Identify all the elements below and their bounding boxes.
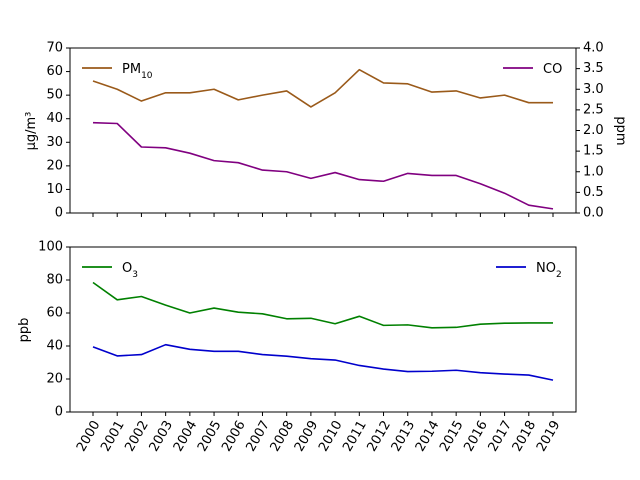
top-right-y-tick-label: 1.0 (583, 164, 604, 179)
top-right-y-ticks: 0.0 0.5 1.0 1.5 2.0 2.5 3.0 3.5 4.0 (576, 41, 604, 221)
bottom-no2-series-line (92, 343, 554, 381)
top-right-axis-label: ppm (614, 116, 629, 145)
top-left-y-tick-label: 70 (46, 41, 63, 56)
bottom-left-y-tick-label: 60 (46, 306, 63, 321)
bottom-series-lines (92, 281, 554, 381)
top-legend-left: PM10 (82, 62, 153, 81)
top-right-y-tick-label: 3.0 (583, 82, 604, 97)
bottom-legend-left-text: O3 (122, 261, 138, 280)
bottom-legend-right: NO2 (496, 261, 562, 280)
bottom-left-y-tick-label: 80 (46, 273, 63, 288)
top-chart: 0 10 20 30 40 50 60 70 0.0 0.5 1.0 1.5 2.0 2.5 3.0 3.5… (24, 41, 629, 221)
top-series-lines (92, 68, 554, 210)
top-x-ticks (92, 213, 554, 217)
top-legend-right: CO (503, 62, 562, 77)
top-pm10-series-line (92, 68, 553, 108)
bottom-plot-frame (69, 246, 577, 413)
top-left-y-tick-label: 10 (46, 182, 63, 197)
top-right-y-tick-label: 2.5 (583, 102, 604, 117)
bottom-legend-right-text: NO2 (536, 261, 562, 280)
top-right-y-tick-label: 1.5 (583, 144, 604, 159)
top-right-y-tick-label: 0.0 (583, 206, 604, 221)
bottom-left-axis-label: ppb (17, 318, 32, 343)
top-left-y-tick-label: 30 (46, 135, 63, 150)
bottom-left-y-tick-label: 100 (38, 240, 63, 255)
top-legend-left-text: PM10 (122, 62, 153, 81)
bottom-left-y-tick-label: 40 (46, 339, 63, 354)
bottom-o3-series-line (92, 281, 553, 329)
top-right-y-tick-label: 4.0 (583, 41, 604, 56)
bottom-left-y-ticks: 0 20 40 60 80 100 (38, 240, 70, 420)
top-left-axis-label: μg/m³ (24, 112, 39, 151)
top-left-y-tick-label: 20 (46, 158, 63, 173)
top-left-y-tick-label: 40 (46, 111, 63, 126)
top-left-y-tick-label: 0 (55, 206, 63, 221)
top-co-series-line (92, 121, 554, 210)
top-left-y-ticks: 0 10 20 30 40 50 60 70 (46, 41, 70, 221)
bottom-legend-left: O3 (82, 261, 138, 280)
top-right-y-tick-label: 0.5 (583, 185, 604, 200)
top-legend-right-text: CO (543, 62, 562, 77)
bottom-left-y-tick-label: 0 (55, 405, 63, 420)
top-left-y-tick-label: 50 (46, 88, 63, 103)
bottom-left-y-tick-label: 20 (46, 372, 63, 387)
top-left-y-tick-label: 60 (46, 64, 63, 79)
top-right-y-tick-label: 2.0 (583, 123, 604, 138)
top-right-y-tick-label: 3.5 (583, 61, 604, 76)
